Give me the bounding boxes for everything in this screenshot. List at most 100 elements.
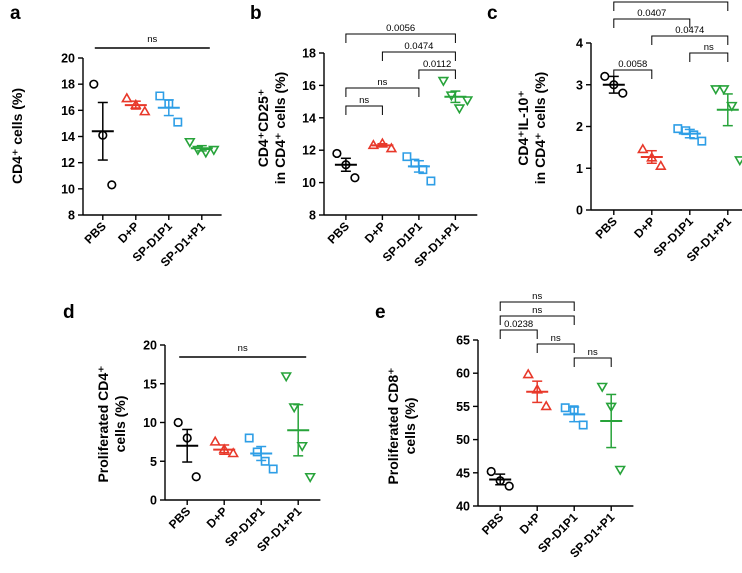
y-tick-label: 10 [61, 182, 75, 196]
y-tick-label: 10 [143, 416, 157, 430]
comparison-bracket [345, 33, 456, 43]
comparison-label: ns [588, 347, 598, 358]
data-point-spd1plusp1 [280, 372, 292, 383]
y-tick-label: 18 [61, 78, 75, 92]
y-tick-label: 20 [61, 52, 75, 66]
y-tick-label: 15 [143, 377, 157, 391]
data-point-pbs [89, 79, 99, 89]
comparison-bracket [499, 301, 575, 311]
comparison-label: 0.0058 [618, 59, 647, 70]
comparison-label: ns [377, 77, 387, 88]
category-label-pbs: PBS [82, 219, 109, 246]
y-tick-label: 40 [456, 500, 470, 514]
y-axis-label: CD4⁺ cells (%) [9, 88, 25, 184]
panel-e: e 40 45 50 55 60 65 Proliferated CD8⁺cells (%) P… [375, 291, 634, 560]
comparison-label: ns [666, 0, 676, 2]
y-tick-label: 3 [576, 78, 583, 92]
data-point-spd1p1 [560, 403, 570, 413]
comparison-label: 0.0474 [675, 25, 704, 36]
y-tick-label: 55 [456, 400, 470, 414]
comparison-label: ns [551, 333, 561, 344]
comparison-bracket [536, 343, 575, 353]
y-tick-label: 16 [61, 104, 75, 118]
comparison-bracket [573, 357, 612, 367]
panel-b: b 8 10 12 14 16 18 CD4⁺CD25⁺in CD4⁺ cells (%) PB… [250, 3, 478, 269]
y-tick-label: 1 [576, 162, 583, 176]
data-point-dp [655, 159, 667, 170]
comparison-bracket [345, 87, 420, 97]
panel-letter: e [375, 302, 386, 323]
data-point-spd1plusp1 [614, 465, 626, 476]
data-point-spd1plusp1 [208, 145, 220, 156]
data-point-dp [385, 142, 398, 153]
comparison-bracket [499, 315, 575, 325]
data-point-pbs [191, 472, 201, 482]
y-tick-label: 12 [61, 156, 75, 170]
comparison-bracket [499, 329, 538, 339]
data-point-spd1plusp1 [596, 382, 608, 393]
comparison-label: ns [359, 95, 369, 106]
y-tick-label: 2 [576, 120, 583, 134]
y-tick-label: 0 [576, 204, 583, 218]
data-point-dp [637, 143, 649, 154]
comparison-bracket [651, 35, 729, 45]
panel-letter: c [487, 3, 498, 24]
data-point-spd1p1 [578, 420, 588, 430]
data-point-spd1p1 [173, 117, 183, 127]
comparison-label: 0.0407 [637, 8, 666, 19]
data-point-spd1p1 [697, 136, 707, 146]
data-point-spd1p1 [426, 176, 436, 186]
y-axis-label: Proliferated CD4⁺cells (%) [95, 365, 128, 482]
data-point-spd1p1 [260, 456, 270, 466]
data-point-spd1plusp1 [437, 76, 450, 87]
y-tick-label: 65 [456, 334, 470, 348]
data-point-spd1plusp1 [296, 441, 308, 452]
data-point-spd1plusp1 [184, 137, 196, 148]
comparison-bracket [689, 52, 729, 62]
y-tick-label: 16 [302, 79, 316, 93]
y-tick-label: 10 [302, 176, 316, 190]
data-point-dp [139, 105, 151, 116]
panel-letter: a [10, 3, 21, 24]
comparison-bracket [345, 105, 383, 115]
y-tick-label: 12 [302, 144, 316, 158]
category-label-dp: D+P [517, 510, 544, 537]
data-point-dp [209, 435, 221, 446]
y-tick-label: 60 [456, 367, 470, 381]
comparison-bracket [381, 51, 456, 61]
data-point-spd1plusp1 [734, 156, 742, 167]
y-tick-label: 14 [302, 111, 316, 125]
y-tick-label: 20 [143, 339, 157, 353]
category-label-dp: D+P [204, 504, 231, 531]
comparison-bracket [613, 18, 691, 28]
y-axis-label: CD4⁺CD25⁺in CD4⁺ cells (%) [255, 72, 288, 184]
data-point-pbs [618, 88, 628, 98]
y-tick-label: 5 [150, 455, 157, 469]
y-axis-label: Proliferated CD8⁺cells (%) [385, 367, 418, 484]
data-point-dp [540, 400, 552, 411]
data-point-pbs [107, 180, 117, 190]
category-label-dp: D+P [115, 219, 142, 246]
panel-letter: b [250, 3, 262, 24]
category-label-dp: D+P [362, 219, 389, 246]
data-point-pbs [350, 173, 360, 183]
y-tick-label: 0 [150, 494, 157, 508]
comparison-bracket [613, 69, 653, 79]
comparison-label: 0.0474 [404, 41, 433, 52]
data-point-pbs [504, 481, 514, 491]
y-tick-label: 8 [309, 209, 316, 223]
data-point-dp [522, 368, 534, 379]
data-point-pbs [332, 148, 342, 159]
data-point-spd1plusp1 [710, 85, 722, 96]
comparison-label: 0.0112 [423, 59, 451, 70]
y-tick-label: 8 [68, 209, 75, 223]
data-point-spd1plusp1 [718, 85, 730, 96]
data-point-spd1p1 [252, 447, 262, 457]
y-tick-label: 18 [302, 47, 316, 61]
y-tick-label: 45 [456, 466, 470, 480]
category-label-dp: D+P [631, 214, 658, 241]
category-label-pbs: PBS [479, 510, 506, 537]
comparison-bracket [613, 1, 729, 11]
panel-letter: d [63, 302, 75, 323]
